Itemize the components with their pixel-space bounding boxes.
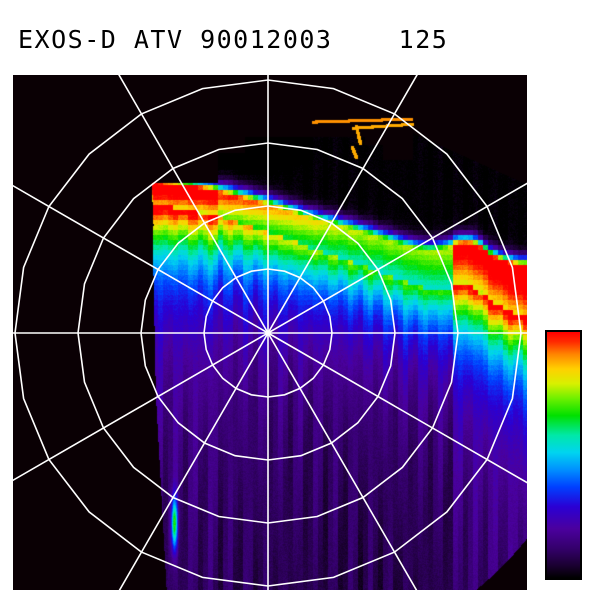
colorbar bbox=[545, 330, 582, 580]
polar-plot-panel bbox=[13, 75, 527, 590]
page-title: EXOS-D ATV 90012003 125 bbox=[18, 25, 449, 54]
colorbar-gradient bbox=[547, 332, 580, 578]
auroral-heatmap-canvas bbox=[13, 75, 527, 590]
colorbar-frame bbox=[545, 330, 582, 580]
